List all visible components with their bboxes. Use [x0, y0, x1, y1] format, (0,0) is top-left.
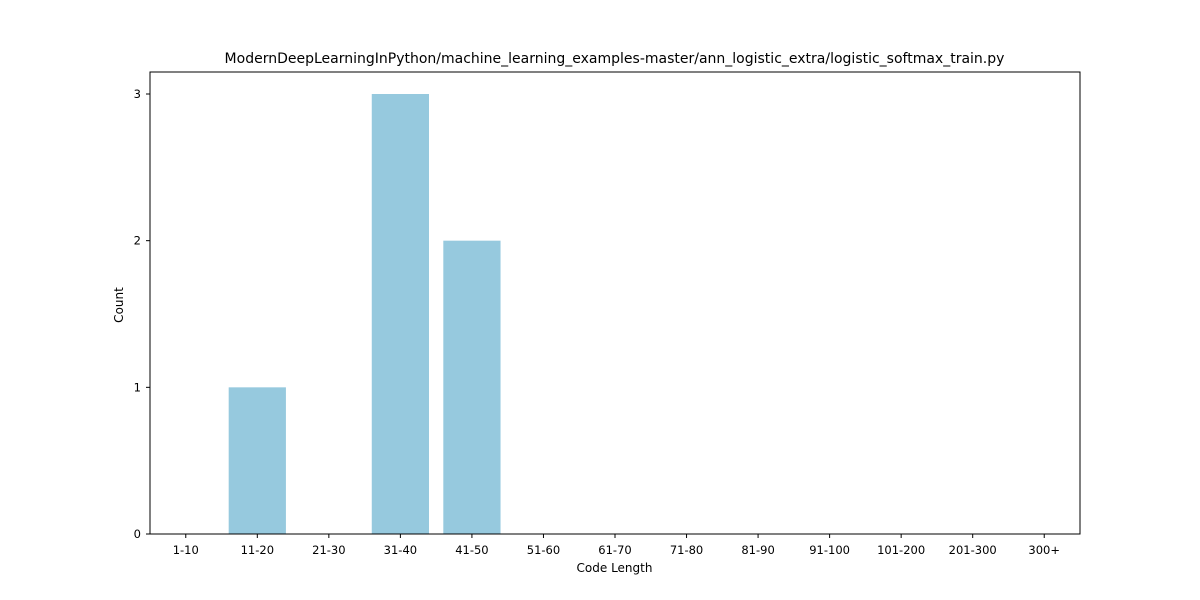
plot-frame [149, 71, 1081, 535]
bar-11-20 [228, 387, 286, 534]
x-tick-label: 91-100 [809, 543, 850, 557]
x-tick-label: 101-200 [877, 543, 925, 557]
y-tick-label: 1 [134, 380, 141, 394]
x-tick-label: 21-30 [312, 543, 345, 557]
y-tick-label: 2 [134, 234, 141, 248]
x-tick-label: 11-20 [241, 543, 274, 557]
x-tick-label: 300+ [1028, 543, 1060, 557]
x-tick-label: 201-300 [949, 543, 997, 557]
bars-group [228, 94, 501, 534]
x-tick-label: 41-50 [455, 543, 488, 557]
y-axis: 0 1 2 3 [134, 87, 150, 541]
y-tick-label: 3 [134, 87, 141, 101]
bar-31-40 [371, 94, 429, 534]
x-axis: 1-10 11-20 21-30 31-40 41-50 51-60 61-70 71-80 8… [173, 534, 1060, 557]
bar-41-50 [443, 240, 501, 534]
y-tick-label: 0 [134, 527, 141, 541]
x-tick-label: 1-10 [173, 543, 199, 557]
x-tick-label: 51-60 [527, 543, 560, 557]
x-tick-label: 31-40 [384, 543, 417, 557]
y-axis-label: Count [112, 287, 126, 323]
x-axis-label: Code Length [577, 561, 653, 575]
x-tick-label: 71-80 [670, 543, 703, 557]
chart-title: ModernDeepLearningInPython/machine_learn… [225, 51, 1005, 67]
x-tick-label: 81-90 [741, 543, 774, 557]
x-tick-label: 61-70 [598, 543, 631, 557]
